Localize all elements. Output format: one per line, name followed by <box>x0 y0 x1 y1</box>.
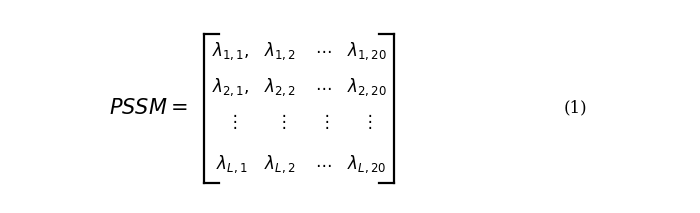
Text: (1): (1) <box>564 99 587 116</box>
Text: $\lambda_{1,20}$: $\lambda_{1,20}$ <box>347 40 387 62</box>
Text: $\vdots$: $\vdots$ <box>361 112 372 131</box>
Text: $\lambda_{1,1},$: $\lambda_{1,1},$ <box>213 40 250 62</box>
Text: $\cdots$: $\cdots$ <box>315 79 332 96</box>
Text: $\vdots$: $\vdots$ <box>274 112 286 131</box>
Text: $\lambda_{L,2}$: $\lambda_{L,2}$ <box>265 153 295 175</box>
Text: $\lambda_{L,1}$: $\lambda_{L,1}$ <box>216 153 247 175</box>
Text: $\mathit{PSSM} =$: $\mathit{PSSM} =$ <box>109 98 188 118</box>
Text: $\vdots$: $\vdots$ <box>225 112 237 131</box>
Text: $\lambda_{2,1},$: $\lambda_{2,1},$ <box>213 76 250 98</box>
Text: $\lambda_{2,20}$: $\lambda_{2,20}$ <box>347 76 387 98</box>
Text: $\lambda_{1,2}$: $\lambda_{1,2}$ <box>264 40 296 62</box>
Text: $\cdots$: $\cdots$ <box>315 42 332 59</box>
Text: $\lambda_{2,2}$: $\lambda_{2,2}$ <box>264 76 296 98</box>
Text: $\lambda_{L,20}$: $\lambda_{L,20}$ <box>347 153 386 175</box>
Text: $\vdots$: $\vdots$ <box>318 112 329 131</box>
Text: $\cdots$: $\cdots$ <box>315 156 332 173</box>
